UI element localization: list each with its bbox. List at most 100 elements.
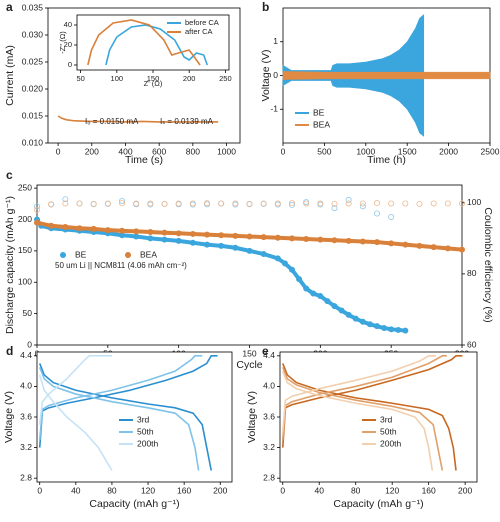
data-point [175, 200, 182, 207]
data-line [38, 355, 203, 441]
data-point [388, 213, 395, 220]
y2-tick-label: 60 [467, 339, 477, 349]
y-tick-label: 3.2 [20, 442, 32, 452]
x-tick-label: 2000 [439, 146, 458, 156]
data-point [373, 210, 380, 217]
data-point [388, 326, 395, 333]
data-point [345, 200, 352, 207]
x-tick-label: 500 [317, 146, 331, 156]
y2-tick-label: 100 [467, 197, 481, 207]
plot: 50 100 150 200 250 0 20 40 Z' (Ω) -Z'' (Ω) before … [58, 14, 232, 88]
data-point [147, 235, 154, 242]
data-point [338, 307, 345, 314]
data-point [48, 201, 55, 208]
annotation: I₀ = 0.0150 mA [85, 117, 139, 126]
data-point [359, 200, 366, 207]
data-point [288, 235, 295, 242]
x-tick-label: 1000 [356, 146, 375, 156]
data-point [189, 230, 196, 237]
data-point [260, 251, 267, 258]
data-point [402, 241, 409, 248]
data-point [133, 200, 140, 207]
legend-label: 50th [380, 426, 397, 436]
data-point [317, 236, 324, 243]
legend-marker [125, 252, 131, 258]
panel-label: d [6, 344, 13, 358]
data-point [104, 200, 111, 207]
y-tick-label: 0.020 [22, 83, 44, 93]
data-point [345, 196, 352, 203]
data-point [310, 290, 317, 297]
data-point [288, 200, 295, 207]
data-point [303, 285, 310, 292]
data-point [133, 228, 140, 235]
data-point [260, 200, 267, 207]
data-point [331, 205, 338, 212]
y-tick-label: 0 [68, 60, 72, 69]
y-tick-label: 0.025 [22, 56, 44, 66]
y-tick-label: 20 [64, 40, 72, 49]
data-point [175, 230, 182, 237]
data-point [373, 323, 380, 330]
data-point [430, 200, 437, 207]
y-tick-label: 0.030 [22, 29, 44, 39]
y-tick-label: 3.6 [263, 411, 275, 421]
legend-label: 200th [380, 438, 402, 448]
x-axis-title: Cycle [236, 359, 262, 371]
y-tick-label: 150 [18, 245, 32, 255]
y-tick-label: 2.8 [20, 472, 32, 482]
x-tick-label: 0 [281, 146, 286, 156]
plot: 0501001502002503000501001502002506080100… [4, 168, 494, 371]
data-point [175, 237, 182, 244]
data-point [317, 293, 324, 300]
data-point [90, 200, 97, 207]
x-tick-label: 120 [385, 485, 399, 495]
data-point [402, 327, 409, 334]
data-point [147, 200, 154, 207]
x-tick-label: 200 [85, 146, 99, 156]
data-point [416, 242, 423, 249]
x-tick-label: 800 [186, 146, 200, 156]
y-tick-label: 0.015 [22, 110, 44, 120]
data-point [373, 200, 380, 207]
x-tick-label: 160 [422, 485, 436, 495]
data-line [281, 355, 436, 433]
y-tick-label: 1 [273, 36, 278, 46]
y-tick-label: 4.4 [263, 350, 275, 360]
x-tick-label: 400 [118, 146, 132, 156]
x-axis-title: Capacity (mAh g⁻¹) [333, 498, 423, 510]
data-point [260, 234, 267, 241]
data-point [274, 200, 281, 207]
data-line [38, 355, 112, 425]
y-tick-label: 200 [18, 214, 32, 224]
data-point [218, 232, 225, 239]
x-tick-label: 80 [107, 485, 117, 495]
data-point [331, 200, 338, 207]
y-tick-label: 2.8 [263, 472, 275, 482]
x-tick-label: 0 [280, 485, 285, 495]
annotation: 50 um Li || NCM811 (4.06 mAh cm⁻²) [55, 261, 187, 270]
x-axis-title: Capacity (mAh g⁻¹) [89, 498, 179, 510]
x-tick-label: 0 [56, 146, 61, 156]
data-point [373, 239, 380, 246]
data-point [161, 229, 168, 236]
data-point [133, 233, 140, 240]
y2-tick-label: 80 [467, 268, 477, 278]
data-point [402, 200, 409, 207]
legend-label: 3rd [137, 414, 150, 424]
plot-frame [36, 351, 233, 483]
x-tick-label: 150 [242, 348, 256, 358]
y-tick-label: -1 [270, 104, 278, 114]
legend-label: BEA [140, 249, 157, 259]
data-point [359, 318, 366, 325]
legend-label: BEA [313, 119, 330, 129]
data-point [62, 224, 69, 231]
legend-marker [60, 252, 66, 258]
data-point [62, 200, 69, 207]
data-point [303, 200, 310, 207]
y-tick-label: 4.0 [263, 381, 275, 391]
data-line [281, 370, 434, 471]
panel-label: b [262, 0, 269, 14]
data-point [104, 227, 111, 234]
x-tick-label: 1500 [398, 146, 417, 156]
